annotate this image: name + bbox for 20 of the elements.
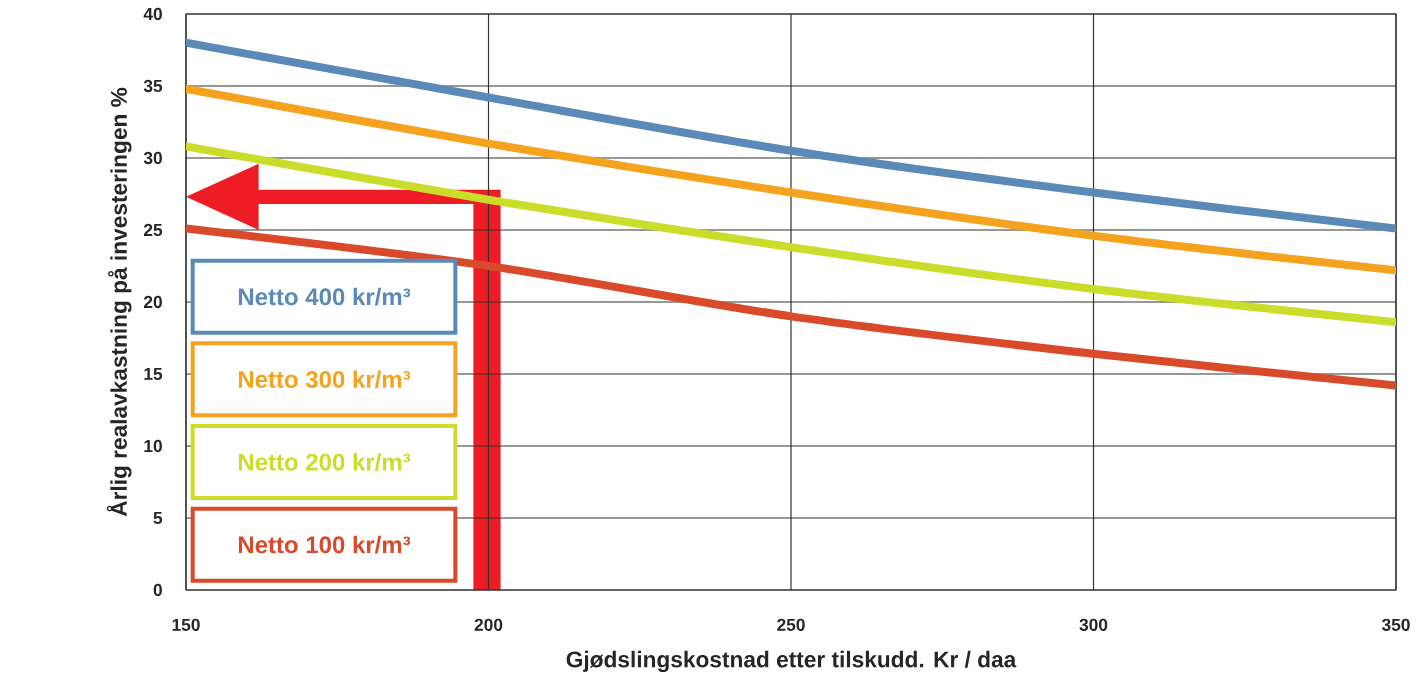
y-tick-label: 0 [153, 583, 162, 597]
x-tick-label: 150 [172, 618, 200, 631]
x-tick-label: 200 [474, 618, 503, 631]
y-tick-label: 25 [143, 223, 163, 237]
y-tick-label: 35 [143, 79, 163, 93]
y-tick-label: 5 [153, 511, 163, 525]
y-tick-label: 20 [143, 295, 162, 309]
y-tick-label: 15 [144, 367, 163, 381]
text: Netto 200 kr/m³ [238, 453, 411, 471]
x-tick-label: 250 [777, 618, 805, 631]
x-tick-label: 350 [1381, 618, 1410, 631]
text: Netto 300 kr/m³ [238, 370, 411, 389]
x-tick-label: 300 [1079, 618, 1108, 631]
text: Netto 100 kr/m³ [238, 535, 411, 554]
x-axis-title: Gjødslingskostnad etter tilskudd. Kr / daa [566, 650, 1017, 673]
y-tick-label: 10 [144, 439, 162, 453]
y-axis-title: Årlig realavkastning på investeringen % [106, 87, 132, 517]
text: Netto 400 kr/m³ [238, 287, 411, 306]
y-tick-label: 30 [143, 151, 162, 165]
y-tick-label: 40 [143, 7, 162, 21]
